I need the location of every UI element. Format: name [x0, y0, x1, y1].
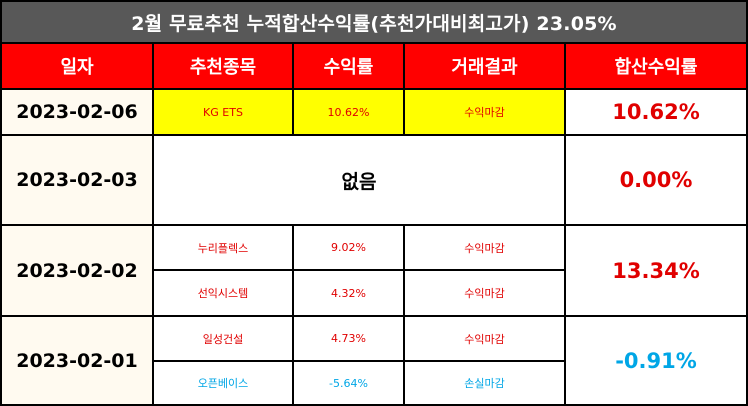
header-total: 합산수익률	[566, 44, 746, 88]
stock-result: 손실마감	[405, 362, 564, 404]
total-rate: -0.91%	[566, 317, 746, 404]
stock-rate: 10.62%	[294, 90, 403, 134]
total-rate: 13.34%	[566, 226, 746, 315]
header-result: 거래결과	[405, 44, 564, 88]
stock-name: 선익시스템	[154, 271, 292, 315]
total-rate: 0.00%	[566, 136, 746, 224]
date-cell: 2023-02-02	[2, 226, 152, 315]
stock-name: KG ETS	[154, 90, 292, 134]
stock-name: 일성건설	[154, 317, 292, 360]
stock-rate: -5.64%	[294, 362, 403, 404]
date-cell: 2023-02-01	[2, 317, 152, 404]
stock-result: 수익마감	[405, 90, 564, 134]
date-cell: 2023-02-06	[2, 90, 152, 134]
header-date: 일자	[2, 44, 152, 88]
stock-result: 수익마감	[405, 317, 564, 360]
no-recommendation: 없음	[154, 136, 564, 224]
table-title: 2월 무료추천 누적합산수익률(추천가대비최고가) 23.05%	[2, 2, 746, 42]
stock-rate: 4.73%	[294, 317, 403, 360]
stock-result: 수익마감	[405, 271, 564, 315]
stock-rate: 9.02%	[294, 226, 403, 269]
date-cell: 2023-02-03	[2, 136, 152, 224]
stock-rate: 4.32%	[294, 271, 403, 315]
total-rate: 10.62%	[566, 90, 746, 134]
header-rate: 수익률	[294, 44, 403, 88]
stock-name: 누리플렉스	[154, 226, 292, 269]
stock-result: 수익마감	[405, 226, 564, 269]
stock-name: 오픈베이스	[154, 362, 292, 404]
header-stock: 추천종목	[154, 44, 292, 88]
